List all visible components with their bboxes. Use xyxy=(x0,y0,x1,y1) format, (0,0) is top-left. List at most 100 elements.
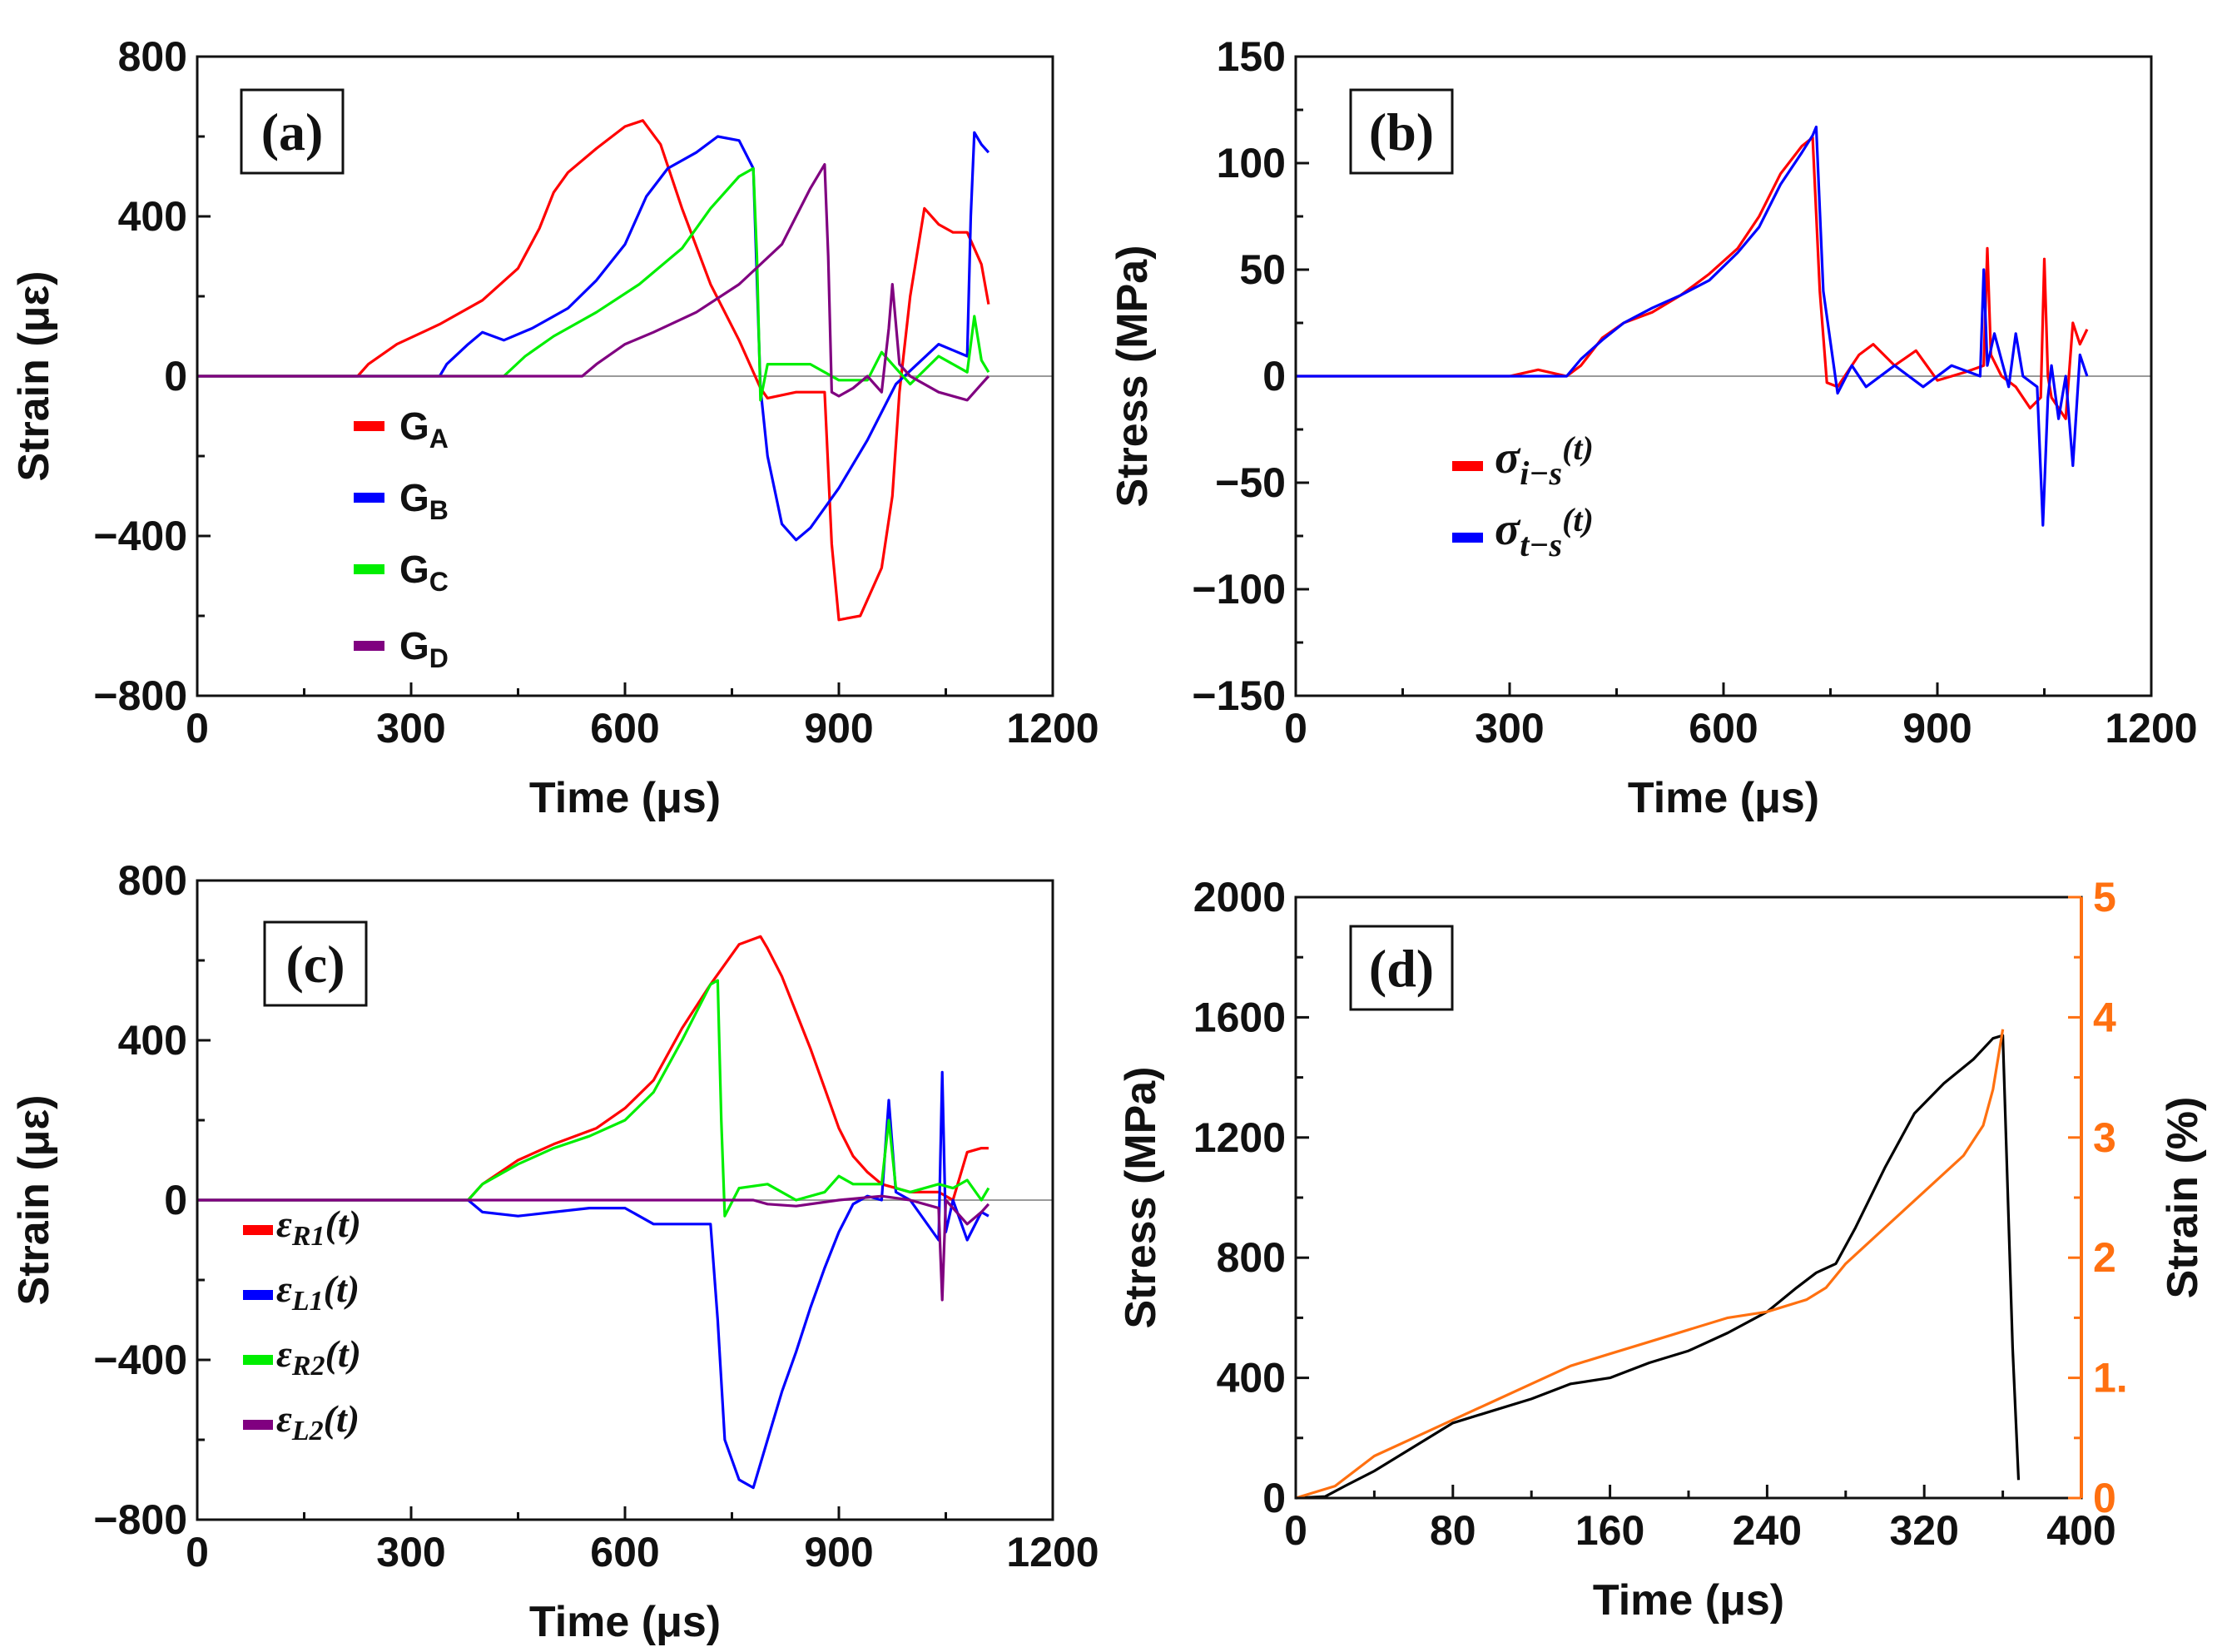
panel-label-box xyxy=(263,920,368,1007)
series-line xyxy=(197,131,990,542)
y-tick-label: −800 xyxy=(93,1496,187,1543)
y-axis-label: Strain (με) xyxy=(10,271,58,482)
series-line xyxy=(1295,1029,2005,1500)
y-axis-label-right: Strain (%) xyxy=(2159,1097,2207,1299)
x-tick-label: 240 xyxy=(1733,1507,1802,1554)
plot-frame xyxy=(196,879,1054,1521)
y-tick-label: 0 xyxy=(164,1177,187,1223)
y-tick-label: −800 xyxy=(93,672,187,719)
x-axis-label: Time (μs) xyxy=(1593,1576,1784,1625)
series-line xyxy=(197,935,989,1202)
panel-label: (d) xyxy=(1369,939,1434,998)
x-tick-label: 320 xyxy=(1889,1507,1958,1554)
legend-item: GB xyxy=(354,476,449,525)
x-tick-label: 160 xyxy=(1575,1507,1644,1554)
legend-label-tail: (t) xyxy=(1562,501,1594,538)
legend-label-sub: A xyxy=(429,424,449,454)
legend-label-sub: t−s xyxy=(1520,526,1562,563)
legend-item: εL2(t) xyxy=(243,1397,360,1446)
legend-item: εR2(t) xyxy=(243,1332,361,1382)
panel-d: Stress (MPa) Strain (%) Time (μs) (d) 0 8… xyxy=(1117,874,2207,1625)
legend-label-base: ε xyxy=(276,1397,292,1440)
x-axis-label: Time (μs) xyxy=(529,774,721,822)
legend-label-base: σ xyxy=(1495,504,1521,555)
y-tick-label: 800 xyxy=(1217,1234,1286,1281)
legend-label-sub: R1 xyxy=(291,1221,325,1252)
legend-label: GD xyxy=(399,624,449,673)
right-y-tick-label: 5 xyxy=(2093,874,2116,920)
legend-label-sub: i−s xyxy=(1520,454,1562,492)
x-tick-label: 300 xyxy=(1475,705,1544,752)
y-tick-label: 800 xyxy=(118,857,187,904)
series-line xyxy=(197,166,990,402)
y-tick-label: 1600 xyxy=(1193,994,1286,1040)
legend-label-base: ε xyxy=(276,1268,292,1310)
right-y-tick-label: 3 xyxy=(2093,1114,2116,1161)
legend-item: GC xyxy=(354,548,449,597)
x-tick-label: 400 xyxy=(2046,1507,2115,1554)
legend-label-sub: R2 xyxy=(291,1351,325,1382)
x-tick-label: 600 xyxy=(590,1529,659,1575)
legend: GA GB GC GD xyxy=(354,404,449,673)
x-tick-label: 1200 xyxy=(2105,705,2197,752)
y-tick-label: 2000 xyxy=(1193,874,1286,920)
y-tick-label: −50 xyxy=(1215,459,1286,506)
legend-label-base: G xyxy=(399,624,429,667)
panel-label: (c) xyxy=(285,935,345,994)
legend-label: GA xyxy=(399,404,449,454)
series-line xyxy=(197,163,990,402)
legend-label-tail: (t) xyxy=(325,1203,361,1245)
panel-label: (a) xyxy=(261,102,324,161)
y-tick-label: −150 xyxy=(1192,672,1286,719)
y-tick-label: 400 xyxy=(1217,1355,1286,1401)
legend-label-base: ε xyxy=(276,1203,292,1245)
legend-label-sub: D xyxy=(429,643,449,673)
legend-label-base: G xyxy=(399,404,429,448)
panel-label: (b) xyxy=(1369,102,1434,161)
y-tick-label: 150 xyxy=(1217,33,1286,80)
panel-label-box xyxy=(1349,88,1454,175)
x-tick-label: 600 xyxy=(1689,705,1758,752)
y-tick-label: 0 xyxy=(1262,353,1286,399)
legend-item: σi−s(t) xyxy=(1452,429,1594,492)
x-tick-label: 1200 xyxy=(1006,1529,1099,1575)
legend-label: GB xyxy=(399,476,449,525)
legend-label-sub: C xyxy=(429,567,449,597)
x-axis-label: Time (μs) xyxy=(1628,774,1819,822)
y-tick-label: 800 xyxy=(118,33,187,80)
x-tick-label: 300 xyxy=(376,1529,445,1575)
y-tick-label: −400 xyxy=(93,513,187,559)
legend: σi−s(t) σt−s(t) xyxy=(1452,429,1594,563)
y-axis-label: Stress (MPa) xyxy=(1117,1067,1165,1329)
x-tick-label: 0 xyxy=(1284,705,1307,752)
legend-label-tail: (t) xyxy=(325,1332,361,1375)
series-line xyxy=(197,1070,990,1490)
series-line xyxy=(1295,1034,2021,1500)
x-tick-label: 0 xyxy=(1284,1507,1307,1554)
panel-label-box xyxy=(1349,925,1454,1011)
x-tick-label: 600 xyxy=(590,705,659,752)
legend-label-tail: (t) xyxy=(324,1397,360,1440)
plot-frame xyxy=(196,55,1054,697)
y-tick-label: 1200 xyxy=(1193,1114,1286,1161)
legend-item: εL1(t) xyxy=(243,1268,360,1317)
legend-label-base: ε xyxy=(276,1332,292,1375)
panel-c: Strain (με) Time (μs) (c) εR1(t) εL1(t) … xyxy=(10,857,1099,1646)
x-tick-label: 0 xyxy=(186,1529,209,1575)
x-tick-label: 1200 xyxy=(1006,705,1099,752)
series-line xyxy=(197,1194,990,1302)
right-y-tick-label: 0 xyxy=(2093,1475,2116,1521)
legend-label: GC xyxy=(399,548,449,597)
y-tick-label: 400 xyxy=(118,193,187,240)
y-tick-label: 100 xyxy=(1217,140,1286,186)
x-tick-label: 900 xyxy=(804,1529,873,1575)
right-y-tick-label: 2 xyxy=(2093,1234,2116,1281)
x-axis-label: Time (μs) xyxy=(529,1598,721,1646)
legend-label: εL1(t) xyxy=(276,1268,360,1317)
y-tick-label: 0 xyxy=(1262,1475,1286,1521)
series-line xyxy=(197,119,990,622)
y-tick-label: −100 xyxy=(1192,566,1286,613)
plot-layer xyxy=(196,55,1054,697)
panel-label-box xyxy=(240,88,345,175)
